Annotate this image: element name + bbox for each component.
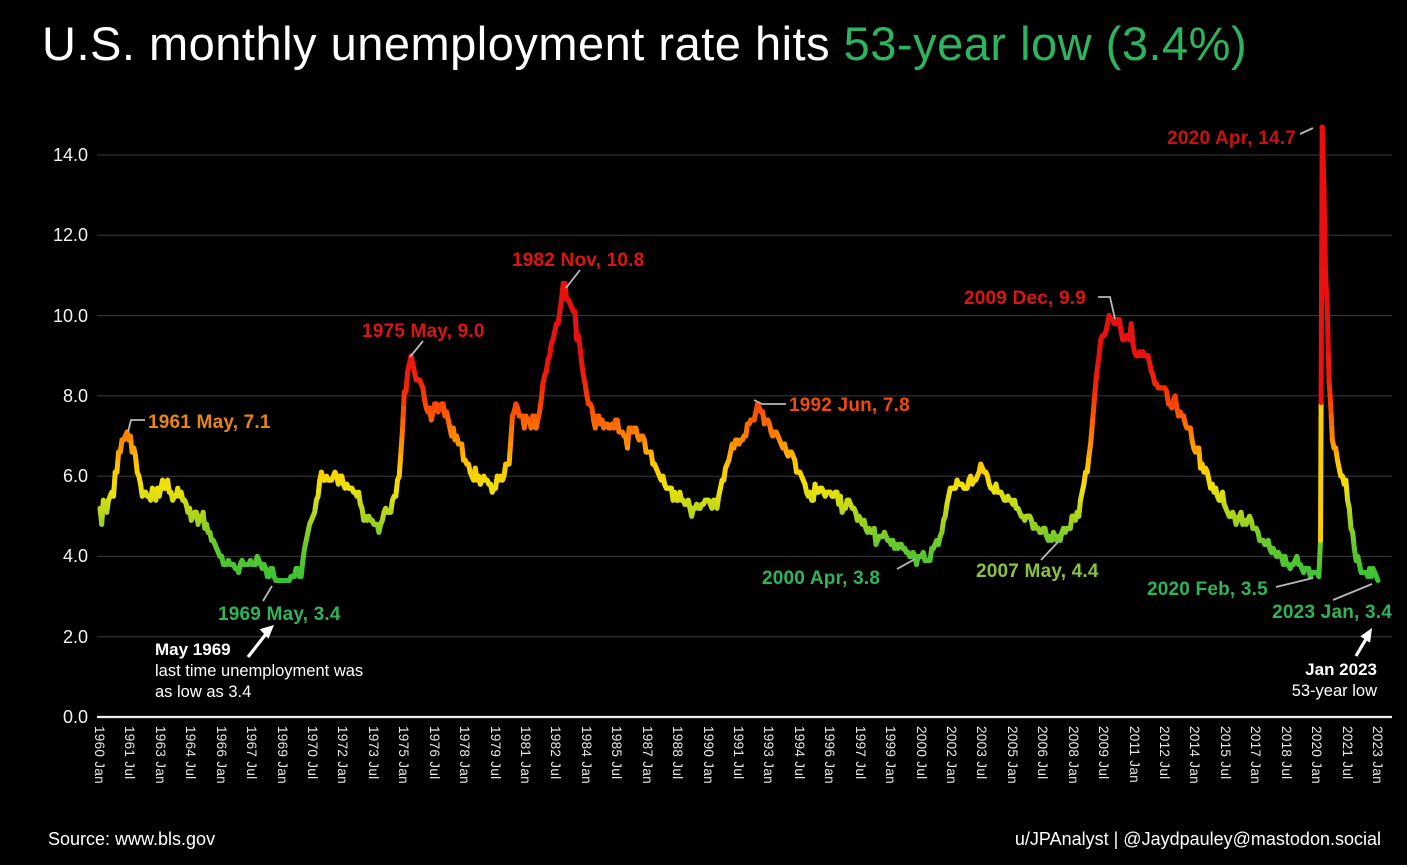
note-may-1969-line-1: last time unemployment was bbox=[155, 661, 364, 680]
x-tick-label-2003-Jul: 2003 Jul bbox=[974, 726, 990, 780]
y-tick-label-6.0: 6.0 bbox=[62, 466, 88, 487]
annotation-2009-12: 2009 Dec, 9.9 bbox=[964, 288, 1086, 309]
annotation-leader-0 bbox=[127, 419, 145, 433]
x-tick-label-1967-Jul: 1967 Jul bbox=[244, 726, 260, 780]
x-tick-label-1966-Jan: 1966 Jan bbox=[213, 726, 229, 784]
annotation-leader-5 bbox=[1299, 127, 1314, 135]
annotation-1969-05: 1969 May, 3.4 bbox=[218, 604, 341, 625]
note-may-1969-line-2: as low as 3.4 bbox=[155, 683, 252, 701]
annotation-leader-2 bbox=[565, 269, 581, 289]
x-tick-label-2023-Jan: 2023 Jan bbox=[1370, 726, 1385, 784]
x-tick-label-1985-Jul: 1985 Jul bbox=[609, 726, 625, 780]
y-tick-label-2.0: 2.0 bbox=[62, 626, 88, 647]
x-tick-label-2014-Jan: 2014 Jan bbox=[1187, 726, 1203, 784]
title-plain-text: U.S. monthly unemployment rate hits bbox=[42, 17, 844, 70]
x-tick-label-1976-Jul: 1976 Jul bbox=[426, 726, 442, 780]
page-title: U.S. monthly unemployment rate hits 53-y… bbox=[42, 16, 1247, 71]
note-arrow-jan-2023 bbox=[1354, 628, 1372, 657]
annotation-2000-04: 2000 Apr, 3.8 bbox=[762, 568, 881, 589]
x-tick-label-2020-Jan: 2020 Jan bbox=[1309, 726, 1325, 784]
x-tick-label-1975-Jan: 1975 Jan bbox=[396, 726, 412, 784]
note-jan-2023-line-1: 53-year low bbox=[1291, 681, 1377, 700]
source-credit: Source: www.bls.gov bbox=[48, 829, 216, 849]
annotation-leader-8 bbox=[1040, 541, 1059, 561]
annotation-leader-10 bbox=[1332, 583, 1373, 601]
annotation-leader-7 bbox=[896, 558, 916, 570]
x-tick-label-1964-Jul: 1964 Jul bbox=[183, 726, 199, 780]
x-tick-label-1963-Jan: 1963 Jan bbox=[152, 726, 168, 784]
annotation-1982-11: 1982 Nov, 10.8 bbox=[512, 250, 645, 271]
x-tick-label-1961-Jul: 1961 Jul bbox=[122, 726, 138, 780]
x-tick-label-2012-Jul: 2012 Jul bbox=[1157, 726, 1172, 780]
y-tick-label-14.0: 14.0 bbox=[52, 145, 88, 166]
x-tick-label-2015-Jul: 2015 Jul bbox=[1217, 726, 1233, 780]
annotation-1961-05: 1961 May, 7.1 bbox=[148, 412, 271, 433]
x-tick-label-2008-Jan: 2008 Jan bbox=[1065, 726, 1081, 784]
x-tick-label-1960-Jan: 1960 Jan bbox=[92, 726, 107, 784]
x-tick-label-1997-Jul: 1997 Jul bbox=[852, 726, 868, 780]
annotation-1992-06: 1992 Jun, 7.8 bbox=[789, 395, 910, 416]
annotation-2007-05: 2007 May, 4.4 bbox=[976, 561, 1099, 582]
x-tick-label-1969-Jan: 1969 Jan bbox=[274, 726, 290, 784]
x-tick-label-2009-Jul: 2009 Jul bbox=[1096, 726, 1112, 780]
x-tick-label-2011-Jan: 2011 Jan bbox=[1126, 726, 1142, 783]
x-tick-label-1991-Jul: 1991 Jul bbox=[731, 726, 746, 780]
x-tick-label-1996-Jan: 1996 Jan bbox=[822, 726, 838, 784]
note-jan-2023-title: Jan 2023 bbox=[1305, 660, 1377, 679]
author-credit: u/JPAnalyst | @Jaydpauley@mastodon.socia… bbox=[1014, 829, 1381, 849]
x-tick-label-1993-Jan: 1993 Jan bbox=[761, 726, 777, 784]
x-tick-label-1984-Jan: 1984 Jan bbox=[578, 726, 594, 784]
annotation-leader-4 bbox=[1098, 296, 1116, 320]
y-tick-label-4.0: 4.0 bbox=[62, 546, 88, 567]
x-tick-label-2000-Jul: 2000 Jul bbox=[913, 726, 929, 780]
annotation-leader-6 bbox=[262, 585, 273, 602]
x-tick-label-1970-Jul: 1970 Jul bbox=[305, 726, 320, 780]
x-tick-label-1990-Jan: 1990 Jan bbox=[700, 726, 716, 784]
annotation-leader-9 bbox=[1275, 577, 1314, 588]
unemployment-rate-line bbox=[97, 124, 1381, 584]
x-tick-label-1972-Jan: 1972 Jan bbox=[335, 726, 351, 784]
title-highlight-text: 53-year low (3.4%) bbox=[843, 17, 1248, 70]
y-tick-label-0.0: 0.0 bbox=[62, 707, 88, 727]
y-tick-label-8.0: 8.0 bbox=[62, 385, 88, 406]
x-tick-label-2002-Jan: 2002 Jan bbox=[944, 726, 959, 784]
annotation-leader-1 bbox=[409, 340, 424, 358]
x-tick-label-2006-Jul: 2006 Jul bbox=[1035, 726, 1051, 780]
note-may-1969: May 1969 last time unemployment was as l… bbox=[155, 639, 363, 704]
x-tick-label-1981-Jan: 1981 Jan bbox=[518, 726, 533, 784]
note-jan-2023: Jan 2023 53-year low bbox=[1292, 659, 1377, 702]
y-tick-label-12.0: 12.0 bbox=[52, 225, 88, 246]
x-tick-label-1978-Jan: 1978 Jan bbox=[457, 726, 473, 784]
x-tick-label-1987-Jan: 1987 Jan bbox=[639, 726, 655, 784]
note-arrow-may-1969 bbox=[246, 625, 274, 658]
x-tick-label-2017-Jan: 2017 Jan bbox=[1248, 726, 1264, 784]
annotation-leader-3 bbox=[753, 399, 786, 405]
annotation-2020-02: 2020 Feb, 3.5 bbox=[1147, 579, 1268, 600]
x-tick-label-2018-Jul: 2018 Jul bbox=[1278, 726, 1294, 780]
x-tick-label-1999-Jan: 1999 Jan bbox=[883, 726, 899, 784]
x-tick-label-2005-Jan: 2005 Jan bbox=[1004, 726, 1020, 784]
annotation-2020-04: 2020 Apr, 14.7 bbox=[1167, 128, 1296, 149]
x-tick-label-1973-Jul: 1973 Jul bbox=[365, 726, 381, 780]
x-tick-label-1979-Jul: 1979 Jul bbox=[487, 726, 503, 780]
x-tick-label-1982-Jul: 1982 Jul bbox=[548, 726, 564, 780]
note-may-1969-title: May 1969 bbox=[155, 640, 231, 659]
annotation-1975-05: 1975 May, 9.0 bbox=[362, 321, 485, 342]
x-tick-label-1988-Jul: 1988 Jul bbox=[670, 726, 686, 780]
x-tick-label-2021-Jul: 2021 Jul bbox=[1339, 726, 1355, 780]
y-tick-label-10.0: 10.0 bbox=[52, 305, 88, 326]
x-tick-label-1994-Jul: 1994 Jul bbox=[791, 726, 807, 780]
annotation-2023-01: 2023 Jan, 3.4 bbox=[1272, 602, 1392, 623]
